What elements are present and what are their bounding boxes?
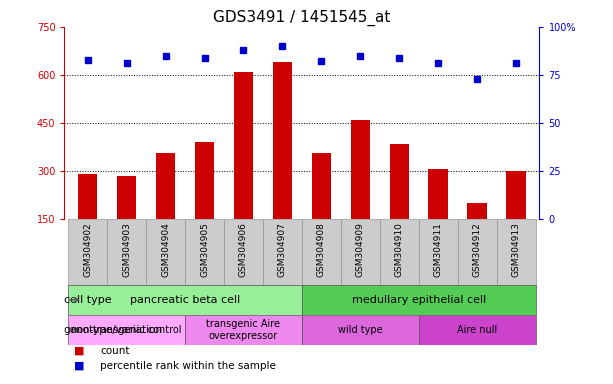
Bar	[195, 142, 215, 219]
Bar	[428, 169, 448, 219]
Text: count: count	[100, 346, 129, 356]
Bar	[68, 315, 185, 345]
Text: GSM304912: GSM304912	[473, 222, 482, 277]
Bar	[78, 174, 97, 219]
Text: GSM304907: GSM304907	[278, 222, 287, 277]
Text: GSM304904: GSM304904	[161, 222, 170, 277]
Bar	[185, 219, 224, 285]
Text: GSM304909: GSM304909	[356, 222, 365, 277]
Title: GDS3491 / 1451545_at: GDS3491 / 1451545_at	[213, 9, 390, 25]
Bar	[117, 176, 137, 219]
Text: percentile rank within the sample: percentile rank within the sample	[100, 361, 276, 371]
Bar	[302, 315, 419, 345]
Text: GSM304913: GSM304913	[512, 222, 520, 277]
Bar	[185, 315, 302, 345]
Bar	[419, 219, 458, 285]
Bar	[467, 203, 487, 219]
Text: GSM304903: GSM304903	[122, 222, 131, 277]
Bar	[351, 120, 370, 219]
Text: ■: ■	[74, 346, 85, 356]
Bar	[302, 219, 341, 285]
Text: Aire null: Aire null	[457, 325, 497, 335]
Bar	[419, 315, 536, 345]
Text: transgenic Aire
overexpressor: transgenic Aire overexpressor	[207, 319, 281, 341]
Text: cell type: cell type	[64, 295, 111, 305]
Text: GSM304911: GSM304911	[433, 222, 443, 277]
Bar	[156, 153, 175, 219]
Text: pancreatic beta cell: pancreatic beta cell	[130, 295, 240, 305]
Bar	[311, 153, 331, 219]
Text: genotype/variation: genotype/variation	[64, 325, 162, 335]
Text: ■: ■	[74, 361, 85, 371]
Bar	[341, 219, 380, 285]
Text: medullary epithelial cell: medullary epithelial cell	[352, 295, 486, 305]
Text: GSM304910: GSM304910	[395, 222, 404, 277]
Text: GSM304908: GSM304908	[317, 222, 326, 277]
Bar	[458, 219, 497, 285]
Text: GSM304906: GSM304906	[239, 222, 248, 277]
Bar	[506, 171, 526, 219]
Bar	[68, 285, 302, 315]
Bar	[68, 219, 107, 285]
Bar	[224, 219, 263, 285]
Bar	[302, 285, 536, 315]
Text: non-transgenic control: non-transgenic control	[72, 325, 182, 335]
Bar	[263, 219, 302, 285]
Bar	[234, 72, 253, 219]
Bar	[273, 62, 292, 219]
Bar	[389, 144, 409, 219]
Text: GSM304905: GSM304905	[200, 222, 209, 277]
Text: GSM304902: GSM304902	[83, 222, 92, 277]
Bar	[107, 219, 146, 285]
Bar	[380, 219, 419, 285]
Bar	[497, 219, 536, 285]
Text: wild type: wild type	[338, 325, 383, 335]
Bar	[146, 219, 185, 285]
